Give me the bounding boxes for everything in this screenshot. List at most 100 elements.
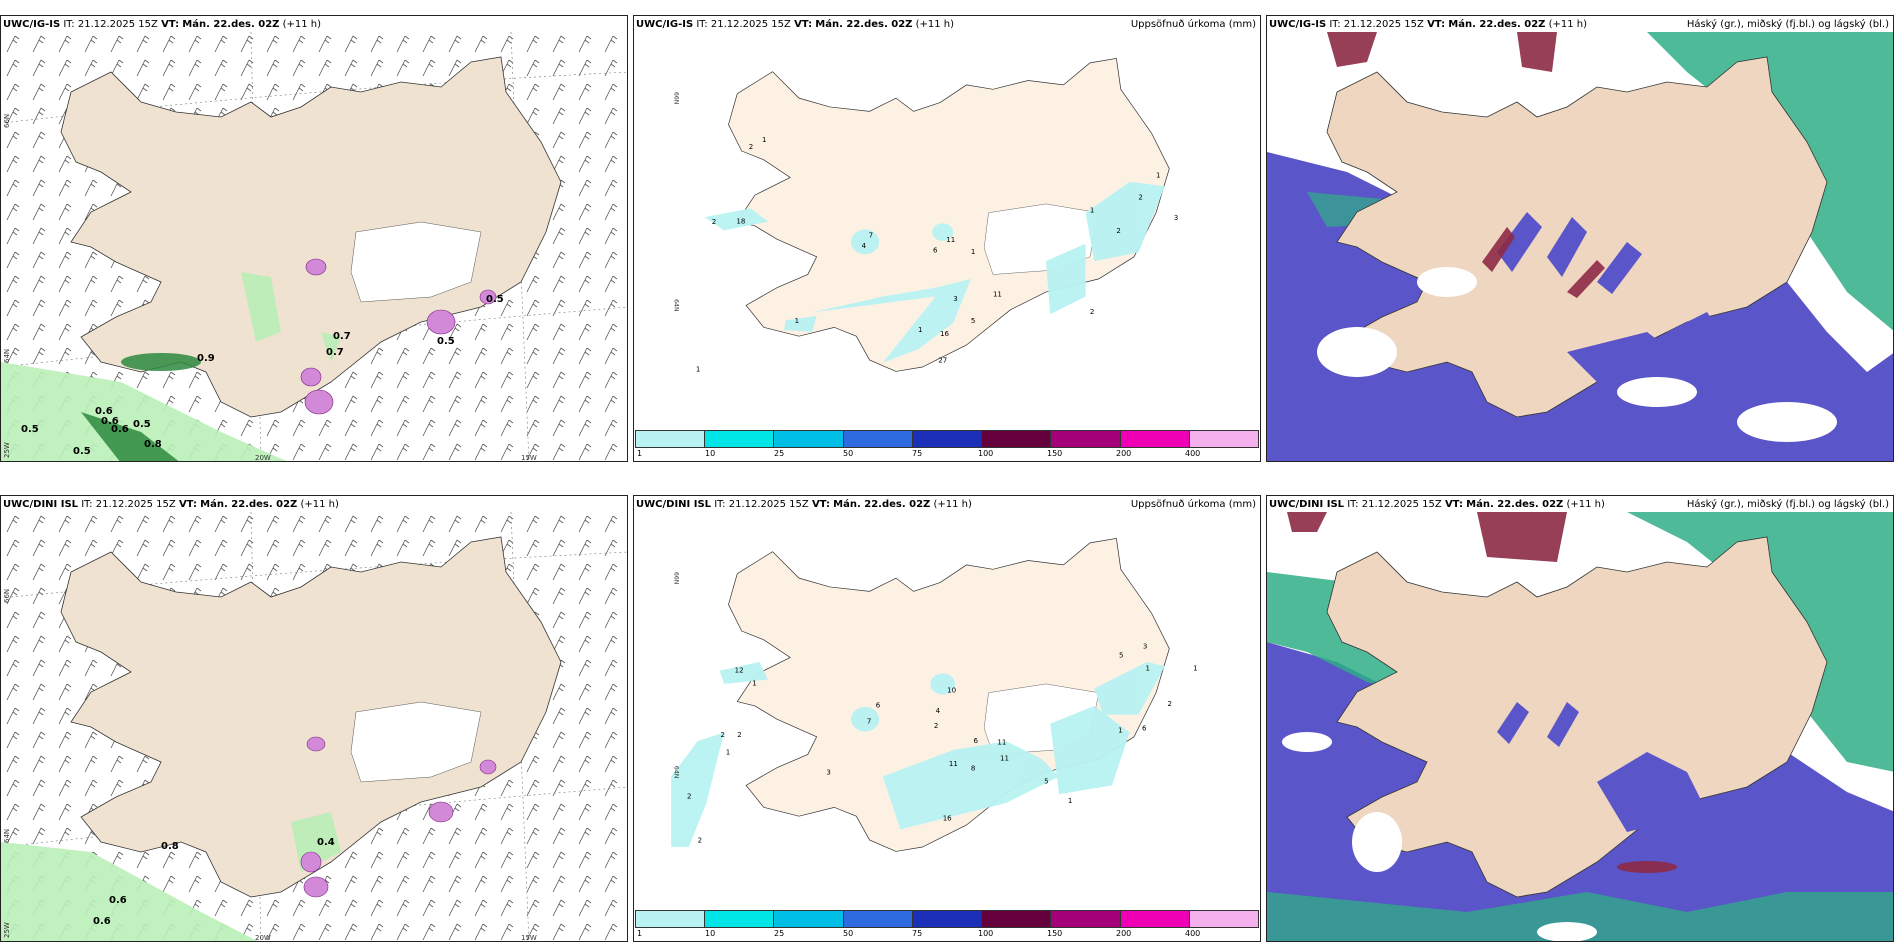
model-name: UWC/DINI ISL	[636, 499, 712, 510]
svg-text:2: 2	[1090, 307, 1094, 316]
low-cloud-area	[1627, 512, 1893, 772]
map-title: Háský (gr.), miðský (fj.bl.) og lágský (…	[1686, 19, 1889, 30]
colorbar-tick: 10	[705, 449, 716, 458]
svg-text:12: 12	[735, 665, 744, 674]
model-name: UWC/IG-IS	[3, 19, 61, 30]
svg-text:7: 7	[867, 717, 871, 726]
svg-text:6: 6	[876, 701, 881, 710]
svg-text:1: 1	[726, 747, 730, 756]
svg-text:16: 16	[943, 814, 952, 823]
lon-label-15w: 15W	[521, 934, 537, 942]
precip-value-labels: 12 1 2 2 1 2 2 7 6 4 10 2 6 11 11 8 11 1…	[687, 642, 1198, 845]
lon-label-25w: 25W	[3, 922, 11, 938]
valid-time-label: VT:	[1444, 499, 1463, 510]
init-time: 21.12.2025 15Z	[95, 499, 176, 510]
svg-text:1: 1	[795, 316, 799, 325]
svg-text:0.8: 0.8	[161, 841, 179, 852]
init-time: 21.12.2025 15Z	[728, 499, 809, 510]
valid-time-label: VT:	[178, 499, 197, 510]
precip-shading	[671, 661, 1165, 848]
wind-map-panel-dini: UWC/DINI ISL IT: 21.12.2025 15Z VT: Mán.…	[0, 495, 628, 942]
svg-text:2: 2	[698, 836, 702, 845]
svg-text:0.8: 0.8	[144, 439, 162, 450]
model-name: UWC/DINI ISL	[3, 499, 79, 510]
svg-text:3: 3	[1174, 213, 1178, 222]
colorbar-cells	[635, 910, 1259, 928]
colorbar-cell	[843, 911, 913, 927]
lead-time: (+11 h)	[282, 19, 322, 30]
svg-text:2: 2	[687, 792, 691, 801]
svg-text:0.6: 0.6	[95, 406, 113, 417]
svg-text:0.9: 0.9	[197, 353, 215, 364]
init-time: 21.12.2025 15Z	[77, 19, 158, 30]
colorbar-tick: 150	[1047, 449, 1063, 458]
svg-text:11: 11	[1000, 754, 1009, 763]
valid-time: Mán. 22.des. 02Z	[815, 19, 913, 30]
cloud-map	[1267, 32, 1893, 461]
colorbar-tick: 75	[912, 929, 923, 938]
svg-text:6: 6	[974, 736, 979, 745]
colorbar-tick: 10	[705, 929, 716, 938]
valid-time: Mán. 22.des. 02Z	[833, 499, 931, 510]
model-name: UWC/DINI ISL	[1269, 499, 1345, 510]
colorbar-cell	[705, 431, 775, 447]
lat-label-64n: 64N	[3, 829, 11, 843]
svg-text:0.6: 0.6	[109, 895, 127, 906]
svg-text:4: 4	[862, 241, 867, 250]
precip-colorbar: 1 10 25 50 75 100 150 200 400	[635, 430, 1259, 460]
svg-text:2: 2	[749, 142, 753, 151]
colorbar-cell	[1189, 431, 1258, 447]
svg-text:1: 1	[1193, 664, 1197, 673]
svg-text:0.5: 0.5	[486, 294, 504, 305]
svg-text:6: 6	[933, 245, 938, 254]
svg-text:0.6: 0.6	[111, 424, 129, 435]
lon-label-15w: 15W	[521, 454, 537, 462]
panel-header: UWC/DINI ISL IT: 21.12.2025 15Z VT: Mán.…	[636, 499, 972, 511]
svg-text:2: 2	[934, 721, 938, 730]
svg-text:7: 7	[869, 230, 873, 239]
magenta-contours	[300, 258, 497, 415]
panel-header: UWC/IG-IS IT: 21.12.2025 15Z VT: Mán. 22…	[3, 19, 321, 31]
init-time-label: IT:	[81, 499, 93, 510]
cloud-map-panel-ig-is: UWC/IG-IS IT: 21.12.2025 15Z VT: Mán. 22…	[1266, 15, 1894, 462]
colorbar-tick: 400	[1185, 449, 1201, 458]
svg-text:0.6: 0.6	[101, 416, 119, 427]
svg-text:27: 27	[938, 356, 947, 365]
snow-shading	[81, 353, 201, 461]
init-time-label: IT:	[696, 19, 708, 30]
init-time: 21.12.2025 15Z	[710, 19, 791, 30]
svg-text:0.4: 0.4	[317, 837, 335, 848]
svg-text:11: 11	[993, 290, 1002, 299]
colorbar-cell	[636, 431, 706, 447]
panel-header: UWC/DINI ISL IT: 21.12.2025 15Z VT: Mán.…	[3, 499, 339, 511]
valid-time-label: VT:	[161, 19, 180, 30]
precip-map: 12 1 2 2 1 2 2 7 6 4 10 2 6 11 11 8 11 1…	[671, 538, 1198, 852]
colorbar-cell	[912, 911, 983, 927]
lon-label-20w: 20W	[255, 454, 271, 462]
valid-time-label: VT:	[1427, 19, 1446, 30]
colorbar-cell	[1051, 431, 1121, 447]
cloud-map-panel-dini: UWC/DINI ISL IT: 21.12.2025 15Z VT: Mán.…	[1266, 495, 1894, 942]
high-cloud-patches	[1327, 32, 1605, 298]
lead-time: (+11 h)	[1566, 499, 1605, 510]
colorbar-tick: 1	[637, 449, 643, 458]
colorbar-cell	[774, 911, 844, 927]
lead-time: (+11 h)	[915, 19, 955, 30]
colorbar-tick: 200	[1116, 929, 1132, 938]
model-name: UWC/IG-IS	[636, 19, 694, 30]
glacier-area	[350, 221, 482, 303]
low-precip-shading	[1, 272, 341, 461]
lead-time: (+11 h)	[933, 499, 972, 510]
colorbar-cell	[705, 911, 775, 927]
colorbar-cell	[912, 431, 983, 447]
colorbar-tick: 1	[637, 929, 643, 938]
wind-map: 0.5 0.5 0.6 0.6 0.6 0.5 0.8 0.9 0.7 0.7 …	[1, 32, 627, 462]
glacier-area	[350, 701, 482, 783]
model-name: UWC/IG-IS	[1269, 19, 1327, 30]
mid-cloud-patches	[1497, 212, 1727, 392]
colorbar-tick: 25	[774, 449, 785, 458]
svg-text:2: 2	[737, 730, 741, 739]
lat-label-66n: 66N	[673, 572, 680, 584]
svg-text:11: 11	[997, 738, 1006, 747]
svg-text:0.5: 0.5	[73, 446, 91, 457]
